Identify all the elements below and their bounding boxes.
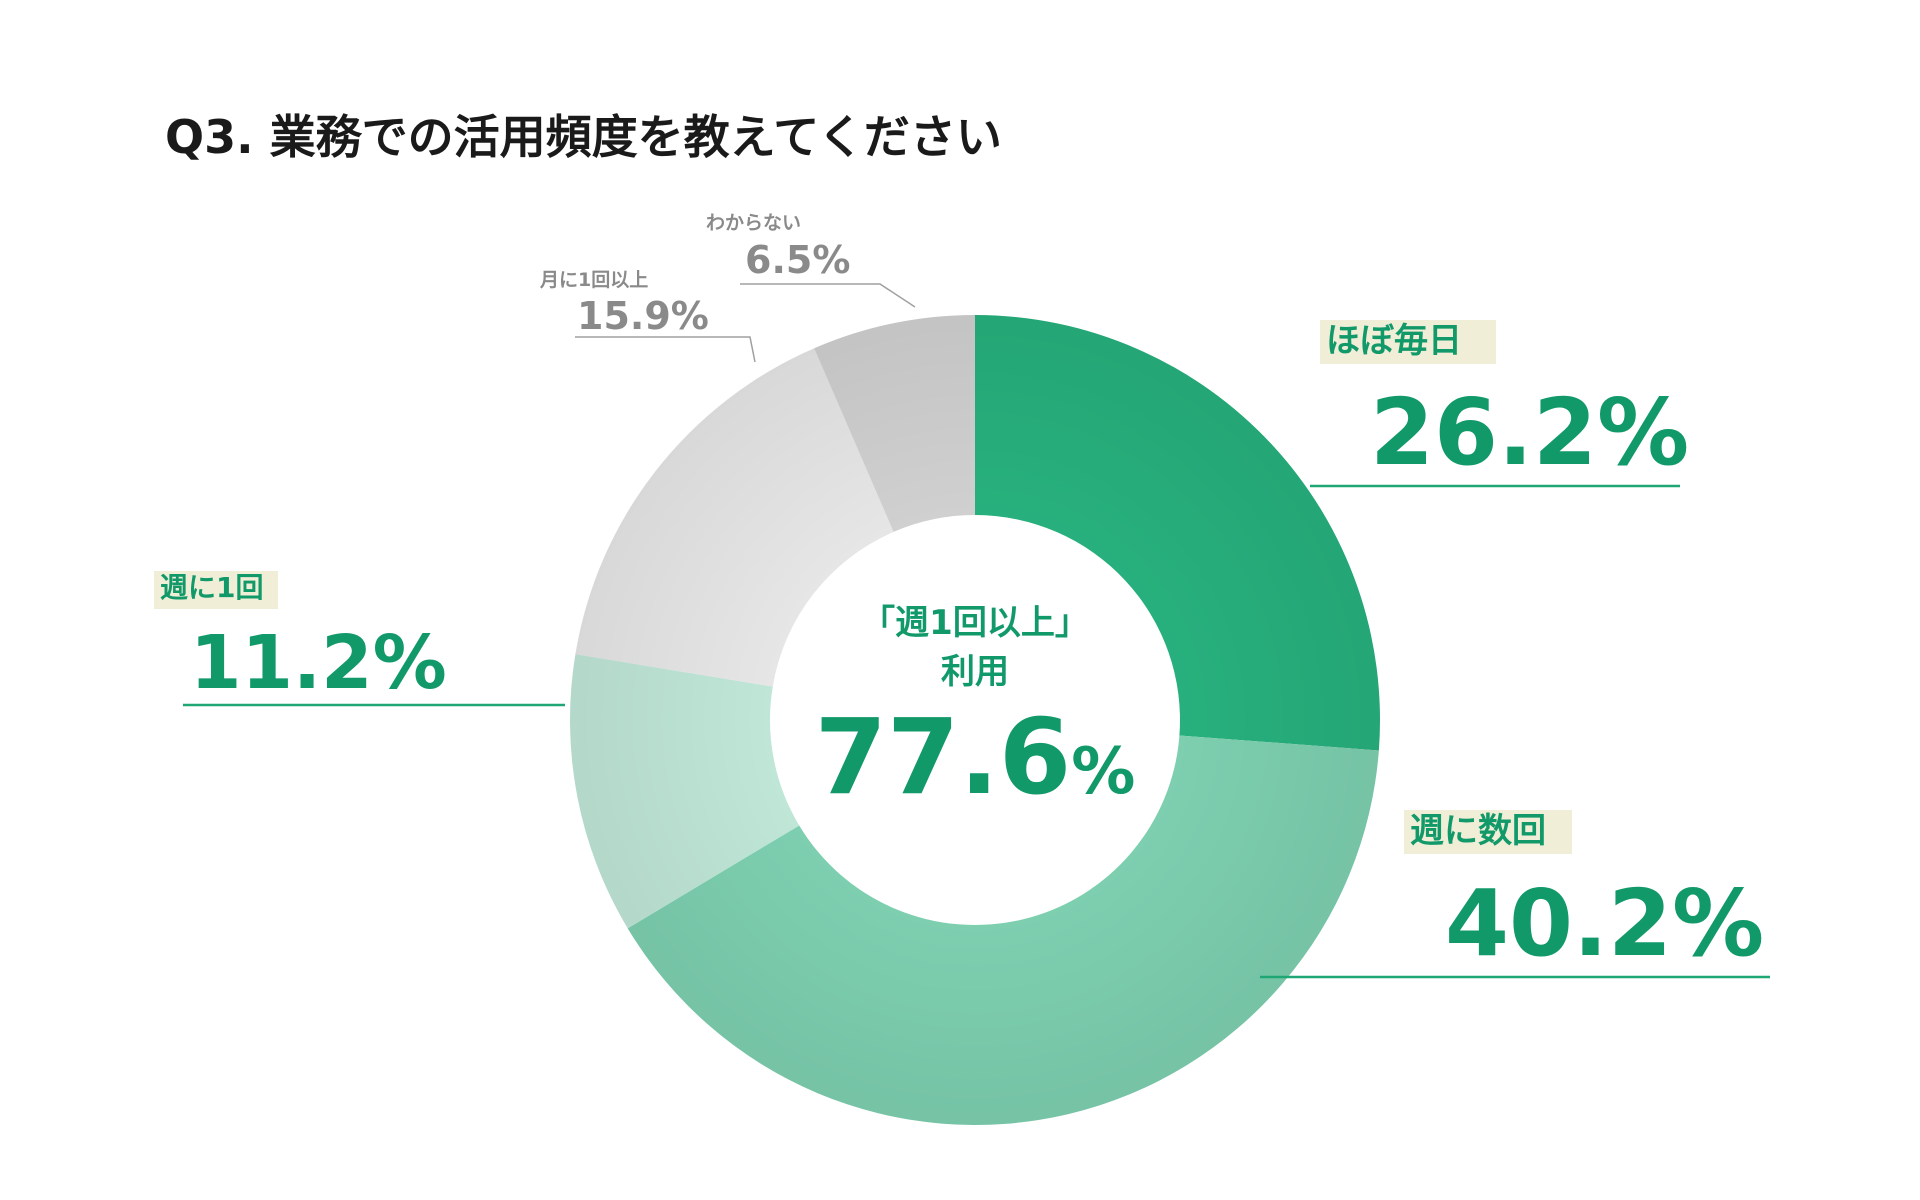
series-name: わからない	[706, 212, 801, 234]
leader-line	[575, 336, 756, 363]
series-name: 月に1回以上	[539, 269, 648, 291]
center-value-number: 77.6	[815, 696, 1072, 818]
series-value: 26.2%	[1370, 379, 1689, 486]
series-value: 6.5%	[745, 238, 850, 282]
slice-label-2: 週に数回 40.2%	[1260, 810, 1770, 979]
leader-line	[740, 283, 916, 308]
slice-shading	[569, 315, 1380, 1125]
slice-label-4: 月に1回以上 15.9%	[539, 269, 756, 363]
label-highlight	[1404, 810, 1572, 854]
series-value: 40.2%	[1445, 870, 1764, 977]
center-value-unit: %	[1071, 735, 1135, 809]
series-name: 週に1回	[160, 571, 263, 604]
center-label-line1: 「週1回以上」	[861, 603, 1089, 643]
slice-label-3: 週に1回 11.2%	[154, 571, 565, 707]
series-value: 11.2%	[190, 620, 447, 706]
series-name: ほぼ毎日	[1326, 321, 1462, 361]
series-name: 週に数回	[1410, 811, 1546, 851]
chart-title: Q3. 業務での活用頻度を教えてください	[165, 110, 1002, 164]
donut-slices	[569, 315, 1380, 1126]
series-value: 15.9%	[577, 294, 709, 338]
center-label-line2: 利用	[941, 652, 1009, 692]
center-summary: 「週1回以上」 利用 77.6%	[815, 603, 1136, 818]
slice-label-1: ほぼ毎日 26.2%	[1310, 320, 1689, 488]
center-value: 77.6%	[815, 696, 1136, 818]
label-highlight	[154, 571, 278, 609]
slice-label-5: わからない 6.5%	[706, 212, 916, 308]
slice-labels: ほぼ毎日26.2%週に数回40.2%週に1回11.2%月に1回以上15.9%わか…	[154, 212, 1770, 979]
label-highlight	[1320, 320, 1496, 364]
